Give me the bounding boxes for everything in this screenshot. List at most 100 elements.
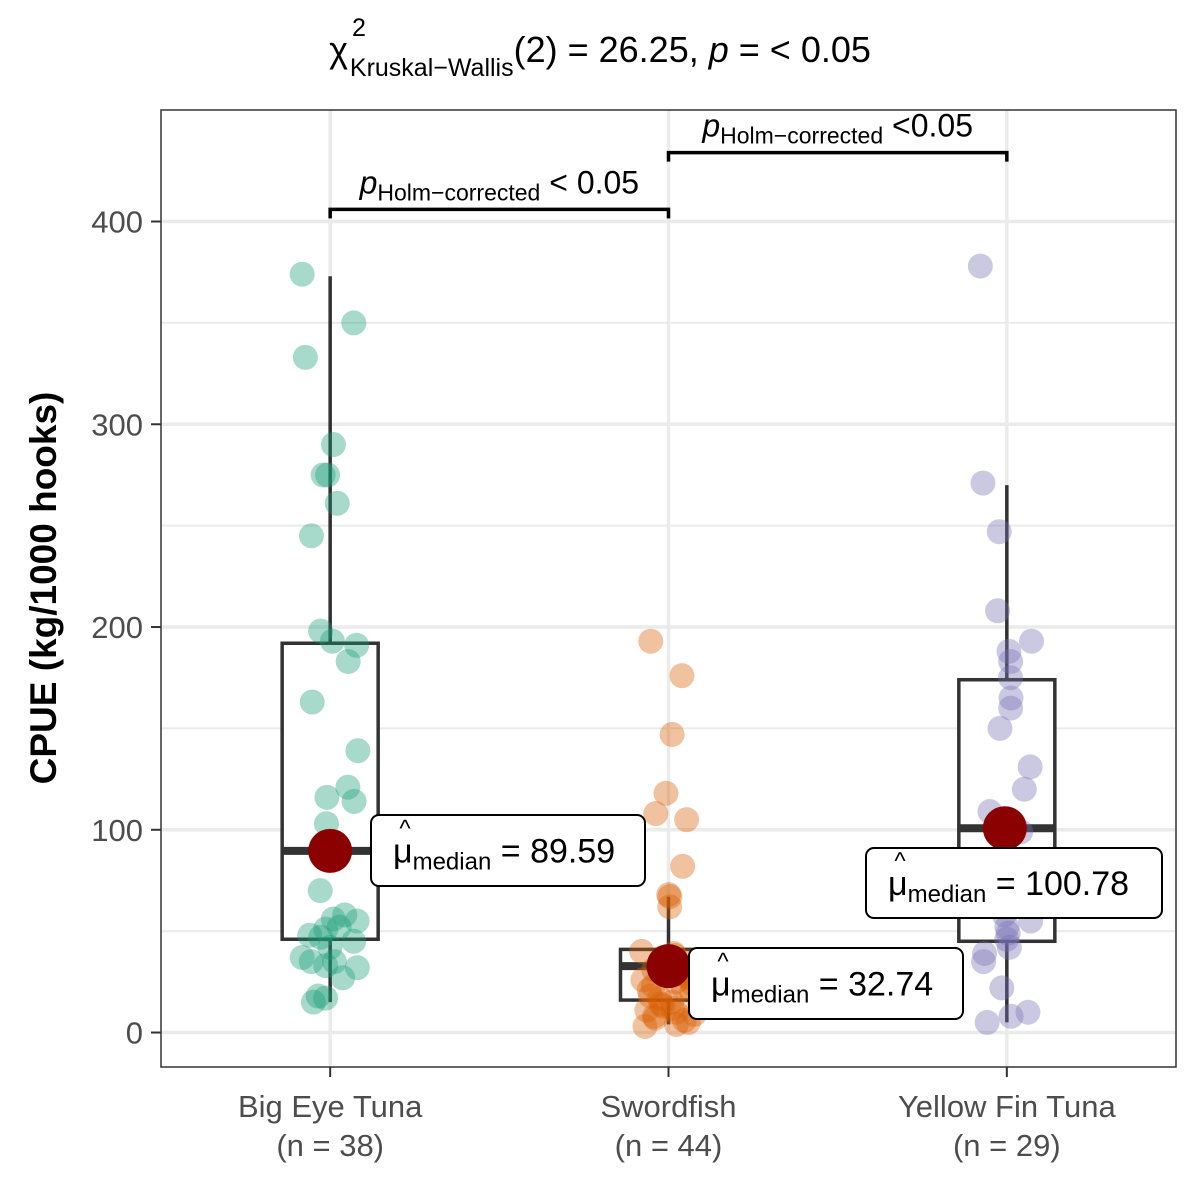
data-point	[996, 934, 1022, 960]
data-point	[989, 975, 1015, 1001]
mu-symbol: μ	[393, 833, 413, 871]
y-axis-label: CPUE (kg/1000 hooks)	[23, 392, 64, 785]
median-marker	[308, 828, 353, 873]
data-point	[659, 989, 685, 1015]
y-tick-label: 200	[91, 610, 143, 645]
comparison-label: pHolm−corrected < 0.05	[359, 164, 640, 205]
data-point	[1015, 999, 1041, 1025]
data-point	[299, 689, 325, 715]
data-point	[629, 938, 655, 964]
data-point	[986, 519, 1012, 545]
data-point	[320, 906, 346, 932]
median-subscript: median	[908, 881, 987, 908]
x-tick-count: (n = 29)	[953, 1128, 1061, 1163]
data-point	[335, 648, 361, 674]
data-point	[653, 780, 679, 806]
median-label-text: μmedian = 100.78	[888, 865, 1129, 908]
hat-mark: ^	[399, 816, 411, 843]
median-value: 32.74	[848, 966, 933, 1004]
data-point	[670, 853, 696, 879]
data-point	[641, 1003, 667, 1029]
data-point	[663, 999, 689, 1025]
comparison-bracket	[666, 150, 1009, 162]
data-point	[994, 914, 1020, 940]
comparison-p: p	[359, 164, 378, 200]
data-point	[987, 715, 1013, 741]
title-superscript: 2	[352, 14, 366, 42]
equals-sign: =	[986, 865, 1025, 903]
data-point	[310, 462, 336, 488]
data-point	[313, 953, 339, 979]
data-point	[974, 1009, 1000, 1035]
data-point	[341, 310, 367, 336]
data-point	[335, 774, 361, 800]
data-point	[638, 628, 664, 654]
data-point	[289, 261, 315, 287]
median-subscript: median	[731, 982, 810, 1009]
comparison-subscript: Holm−corrected	[377, 179, 540, 205]
title-p: p	[708, 29, 729, 70]
data-point	[341, 788, 367, 814]
data-point	[292, 344, 318, 370]
y-tick-label: 300	[91, 407, 143, 442]
data-point	[319, 628, 345, 654]
data-point	[344, 908, 370, 934]
data-point	[317, 934, 343, 960]
x-tick-label: Big Eye Tuna	[238, 1089, 423, 1124]
y-tick-label: 0	[126, 1016, 143, 1051]
data-point	[1011, 776, 1037, 802]
hat-mark: ^	[894, 848, 906, 875]
data-point	[1017, 754, 1043, 780]
data-point	[996, 638, 1022, 664]
data-point	[642, 1005, 668, 1031]
x-tick-count: (n = 38)	[276, 1128, 384, 1163]
median-label-box	[370, 814, 646, 887]
box	[280, 641, 380, 942]
median-label-box	[865, 847, 1163, 919]
data-point	[985, 598, 1011, 624]
data-point	[307, 878, 333, 904]
hat-mark: ^	[717, 949, 729, 976]
x-tick-label: Yellow Fin Tuna	[898, 1089, 1116, 1124]
data-point	[300, 989, 326, 1015]
data-point	[971, 949, 997, 975]
comparison-p: p	[701, 108, 720, 144]
data-point	[998, 1003, 1024, 1029]
data-point	[674, 807, 700, 833]
data-point	[344, 632, 370, 658]
data-point	[341, 928, 367, 954]
comparison-value: <0.05	[883, 108, 973, 144]
data-point	[289, 945, 315, 971]
data-point	[656, 882, 682, 908]
y-tick-label: 400	[91, 205, 143, 240]
data-point	[321, 949, 347, 975]
data-point	[972, 940, 998, 966]
data-point	[995, 920, 1021, 946]
data-point	[345, 738, 371, 764]
median-value: 89.59	[530, 833, 615, 871]
comparison-value: < 0.05	[540, 164, 639, 200]
median-label-box	[688, 947, 964, 1020]
median-label-text: μmedian = 32.74	[711, 966, 933, 1009]
data-point	[298, 523, 324, 549]
data-point	[324, 490, 350, 516]
data-point	[637, 983, 663, 1009]
data-point	[305, 983, 331, 1009]
data-point	[659, 721, 685, 747]
data-point	[315, 462, 341, 488]
data-point	[632, 1013, 658, 1039]
data-point	[648, 991, 674, 1017]
data-point	[643, 801, 669, 827]
data-point	[332, 902, 358, 928]
x-tick-count: (n = 44)	[615, 1128, 723, 1163]
title-df: (2) = 26.25,	[514, 29, 709, 70]
mu-symbol: μ	[711, 966, 731, 1004]
data-point	[998, 665, 1024, 691]
data-point	[308, 924, 334, 950]
data-point	[326, 914, 352, 940]
comparison-label: pHolm−corrected <0.05	[701, 108, 973, 149]
data-point	[647, 985, 673, 1011]
data-point	[297, 922, 323, 948]
